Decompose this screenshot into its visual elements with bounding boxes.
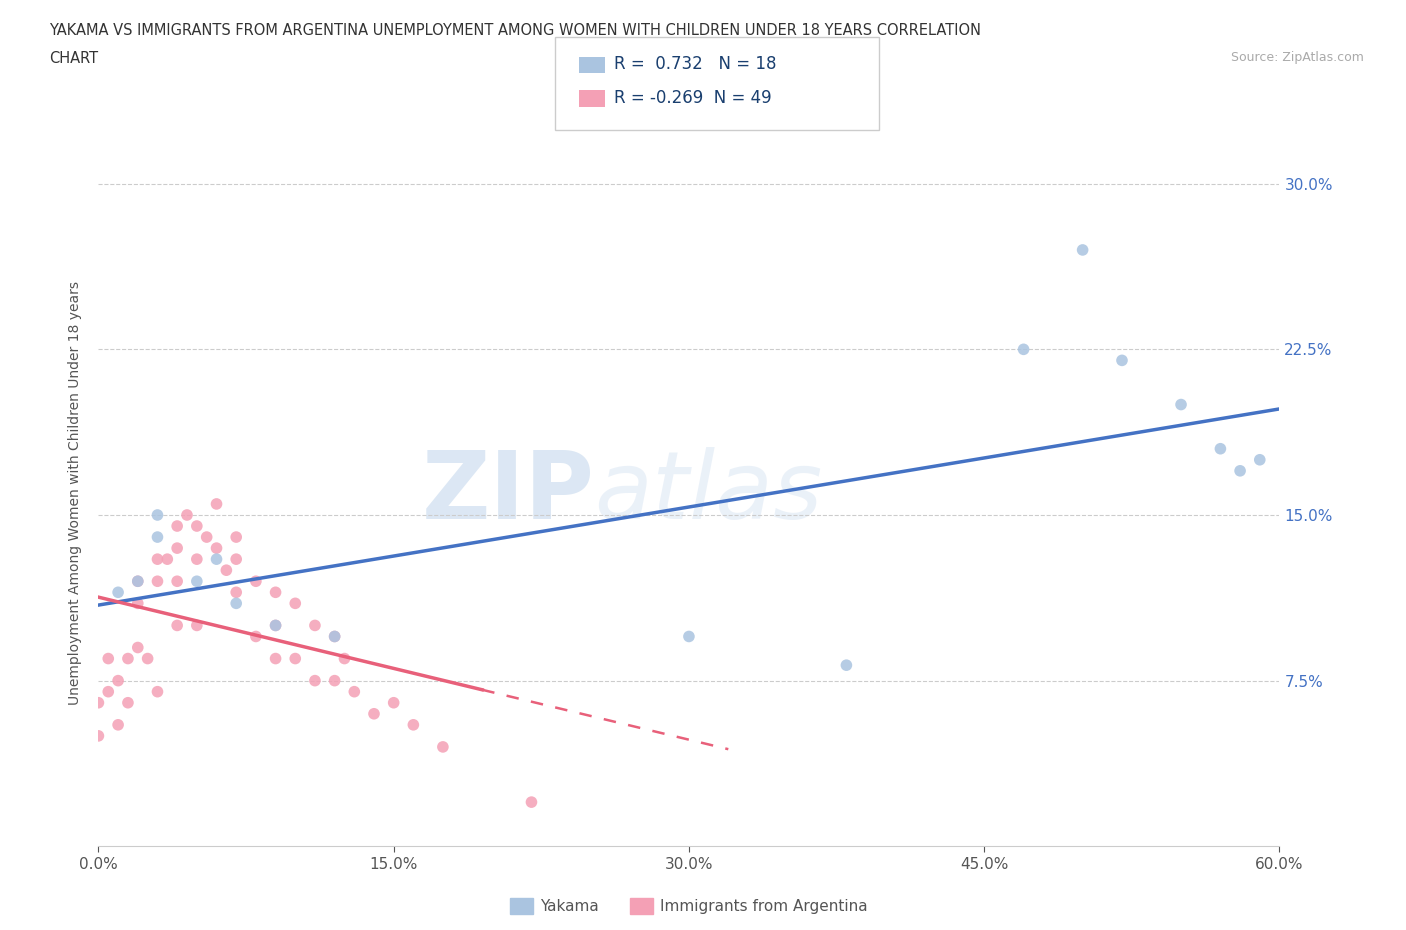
Point bbox=[304, 673, 326, 688]
Point bbox=[117, 651, 139, 666]
Point bbox=[264, 585, 287, 600]
Point bbox=[146, 530, 169, 545]
Point bbox=[323, 673, 346, 688]
Point bbox=[264, 651, 287, 666]
Point bbox=[264, 618, 287, 633]
Point bbox=[166, 618, 188, 633]
Point bbox=[264, 618, 287, 633]
Point bbox=[304, 618, 326, 633]
Point bbox=[343, 684, 366, 699]
Point bbox=[323, 629, 346, 644]
Point bbox=[1071, 243, 1094, 258]
Point bbox=[323, 629, 346, 644]
Point bbox=[127, 574, 149, 589]
Point bbox=[205, 497, 228, 512]
Point bbox=[97, 684, 120, 699]
Point bbox=[245, 629, 267, 644]
Point bbox=[107, 673, 129, 688]
Point bbox=[107, 717, 129, 732]
Point bbox=[195, 530, 218, 545]
Point bbox=[215, 563, 238, 578]
Point bbox=[835, 658, 858, 672]
Point bbox=[186, 618, 208, 633]
Point bbox=[176, 508, 198, 523]
Point bbox=[156, 551, 179, 566]
Point bbox=[1229, 463, 1251, 478]
Point bbox=[146, 551, 169, 566]
Point bbox=[1249, 452, 1271, 467]
Y-axis label: Unemployment Among Women with Children Under 18 years: Unemployment Among Women with Children U… bbox=[69, 281, 83, 705]
Point bbox=[363, 707, 385, 722]
Point bbox=[333, 651, 356, 666]
Point bbox=[382, 696, 405, 711]
Point bbox=[166, 540, 188, 555]
Point bbox=[678, 629, 700, 644]
Point bbox=[127, 574, 149, 589]
Point bbox=[186, 551, 208, 566]
Point bbox=[166, 519, 188, 534]
Text: Source: ZipAtlas.com: Source: ZipAtlas.com bbox=[1230, 51, 1364, 64]
Point bbox=[146, 574, 169, 589]
Point bbox=[205, 540, 228, 555]
Text: R =  0.732   N = 18: R = 0.732 N = 18 bbox=[614, 55, 778, 73]
Point bbox=[1170, 397, 1192, 412]
Point bbox=[146, 684, 169, 699]
Point bbox=[146, 508, 169, 523]
Point bbox=[127, 640, 149, 655]
Point bbox=[205, 551, 228, 566]
Point bbox=[186, 574, 208, 589]
Text: R = -0.269  N = 49: R = -0.269 N = 49 bbox=[614, 88, 772, 107]
Legend: Yakama, Immigrants from Argentina: Yakama, Immigrants from Argentina bbox=[503, 892, 875, 920]
Point bbox=[432, 739, 454, 754]
Point bbox=[1209, 442, 1232, 457]
Point bbox=[87, 728, 110, 743]
Point bbox=[186, 519, 208, 534]
Point bbox=[284, 596, 307, 611]
Point bbox=[1111, 353, 1133, 368]
Point bbox=[127, 596, 149, 611]
Point bbox=[225, 596, 247, 611]
Point bbox=[107, 585, 129, 600]
Point bbox=[1012, 342, 1035, 357]
Point bbox=[225, 551, 247, 566]
Point bbox=[245, 574, 267, 589]
Point bbox=[136, 651, 159, 666]
Point bbox=[402, 717, 425, 732]
Point bbox=[225, 530, 247, 545]
Point bbox=[97, 651, 120, 666]
Point bbox=[87, 696, 110, 711]
Text: atlas: atlas bbox=[595, 447, 823, 538]
Text: ZIP: ZIP bbox=[422, 447, 595, 538]
Point bbox=[166, 574, 188, 589]
Point bbox=[284, 651, 307, 666]
Point bbox=[117, 696, 139, 711]
Text: CHART: CHART bbox=[49, 51, 98, 66]
Point bbox=[225, 585, 247, 600]
Point bbox=[520, 794, 543, 809]
Text: YAKAMA VS IMMIGRANTS FROM ARGENTINA UNEMPLOYMENT AMONG WOMEN WITH CHILDREN UNDER: YAKAMA VS IMMIGRANTS FROM ARGENTINA UNEM… bbox=[49, 23, 981, 38]
